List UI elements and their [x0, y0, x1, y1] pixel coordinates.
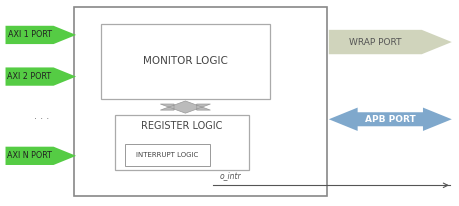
Text: REGISTER LOGIC: REGISTER LOGIC: [141, 121, 222, 131]
Text: AXI 2 PORT: AXI 2 PORT: [7, 72, 51, 81]
Text: WRAP PORT: WRAP PORT: [348, 37, 401, 47]
Polygon shape: [6, 26, 76, 44]
Text: o_intr: o_intr: [220, 171, 241, 180]
Polygon shape: [328, 108, 451, 131]
FancyBboxPatch shape: [101, 24, 269, 99]
Polygon shape: [6, 147, 76, 165]
Polygon shape: [6, 67, 76, 86]
FancyBboxPatch shape: [73, 7, 326, 197]
Text: AXI 1 PORT: AXI 1 PORT: [7, 30, 51, 39]
FancyBboxPatch shape: [125, 144, 209, 166]
Text: . . .: . . .: [34, 111, 50, 121]
Text: APB PORT: APB PORT: [364, 115, 415, 124]
Text: INTERRUPT LOGIC: INTERRUPT LOGIC: [136, 152, 198, 158]
Text: AXI N PORT: AXI N PORT: [7, 151, 52, 160]
Polygon shape: [328, 30, 451, 54]
Polygon shape: [160, 101, 210, 113]
Text: MONITOR LOGIC: MONITOR LOGIC: [143, 56, 227, 66]
FancyBboxPatch shape: [115, 115, 249, 170]
